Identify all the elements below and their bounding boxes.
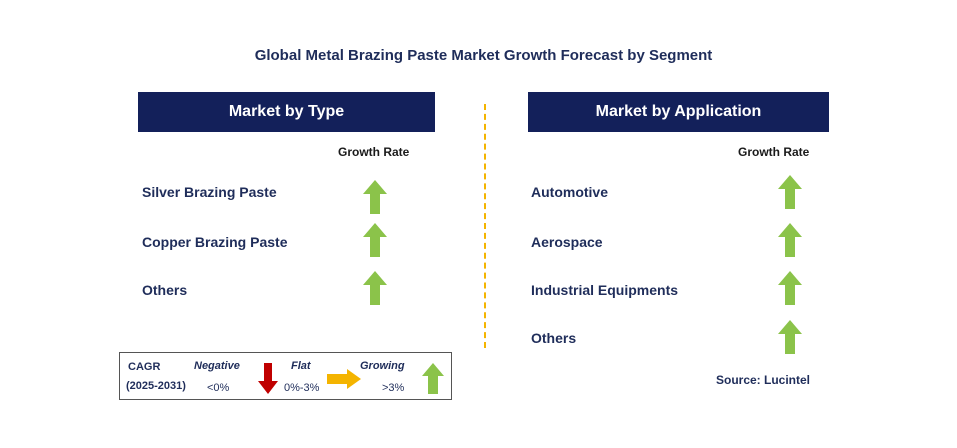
legend-growing-label: Growing [360, 360, 405, 372]
cagr-legend: CAGR (2025-2031) Negative <0% Flat 0%-3%… [119, 352, 452, 400]
right-arrow-icon [327, 369, 361, 389]
right-growth-rate-label: Growth Rate [738, 145, 810, 159]
up-arrow-icon [363, 223, 387, 257]
legend-period: (2025-2031) [126, 380, 186, 392]
page-title: Global Metal Brazing Paste Market Growth… [254, 47, 713, 64]
source-note: Source: Lucintel [716, 373, 811, 387]
legend-cagr-label: CAGR [128, 361, 161, 373]
application-item-industrial-equipments: Industrial Equipments [531, 282, 679, 298]
legend-flat-range: 0%-3% [284, 382, 320, 394]
up-arrow-icon [778, 175, 802, 209]
market-by-application-header: Market by Application [528, 92, 829, 132]
up-arrow-icon [778, 271, 802, 305]
legend-negative-label: Negative [194, 360, 240, 372]
legend-negative-range: <0% [207, 382, 230, 394]
legend-growing-range: >3% [382, 382, 405, 394]
type-item-silver-brazing-paste: Silver Brazing Paste [142, 184, 277, 200]
left-growth-rate-label: Growth Rate [338, 145, 410, 159]
application-item-others: Others [531, 330, 577, 346]
up-arrow-icon [778, 320, 802, 354]
up-arrow-icon [363, 271, 387, 305]
type-item-others: Others [142, 282, 188, 298]
application-item-aerospace: Aerospace [531, 234, 603, 250]
up-arrow-icon [363, 180, 387, 214]
type-item-copper-brazing-paste: Copper Brazing Paste [142, 234, 288, 250]
up-arrow-icon [778, 223, 802, 257]
down-arrow-icon [258, 363, 278, 394]
panel-divider [484, 104, 486, 348]
market-by-type-header: Market by Type [138, 92, 435, 132]
legend-flat-label: Flat [291, 360, 311, 372]
application-item-automotive: Automotive [531, 184, 608, 200]
up-arrow-icon [422, 363, 444, 394]
